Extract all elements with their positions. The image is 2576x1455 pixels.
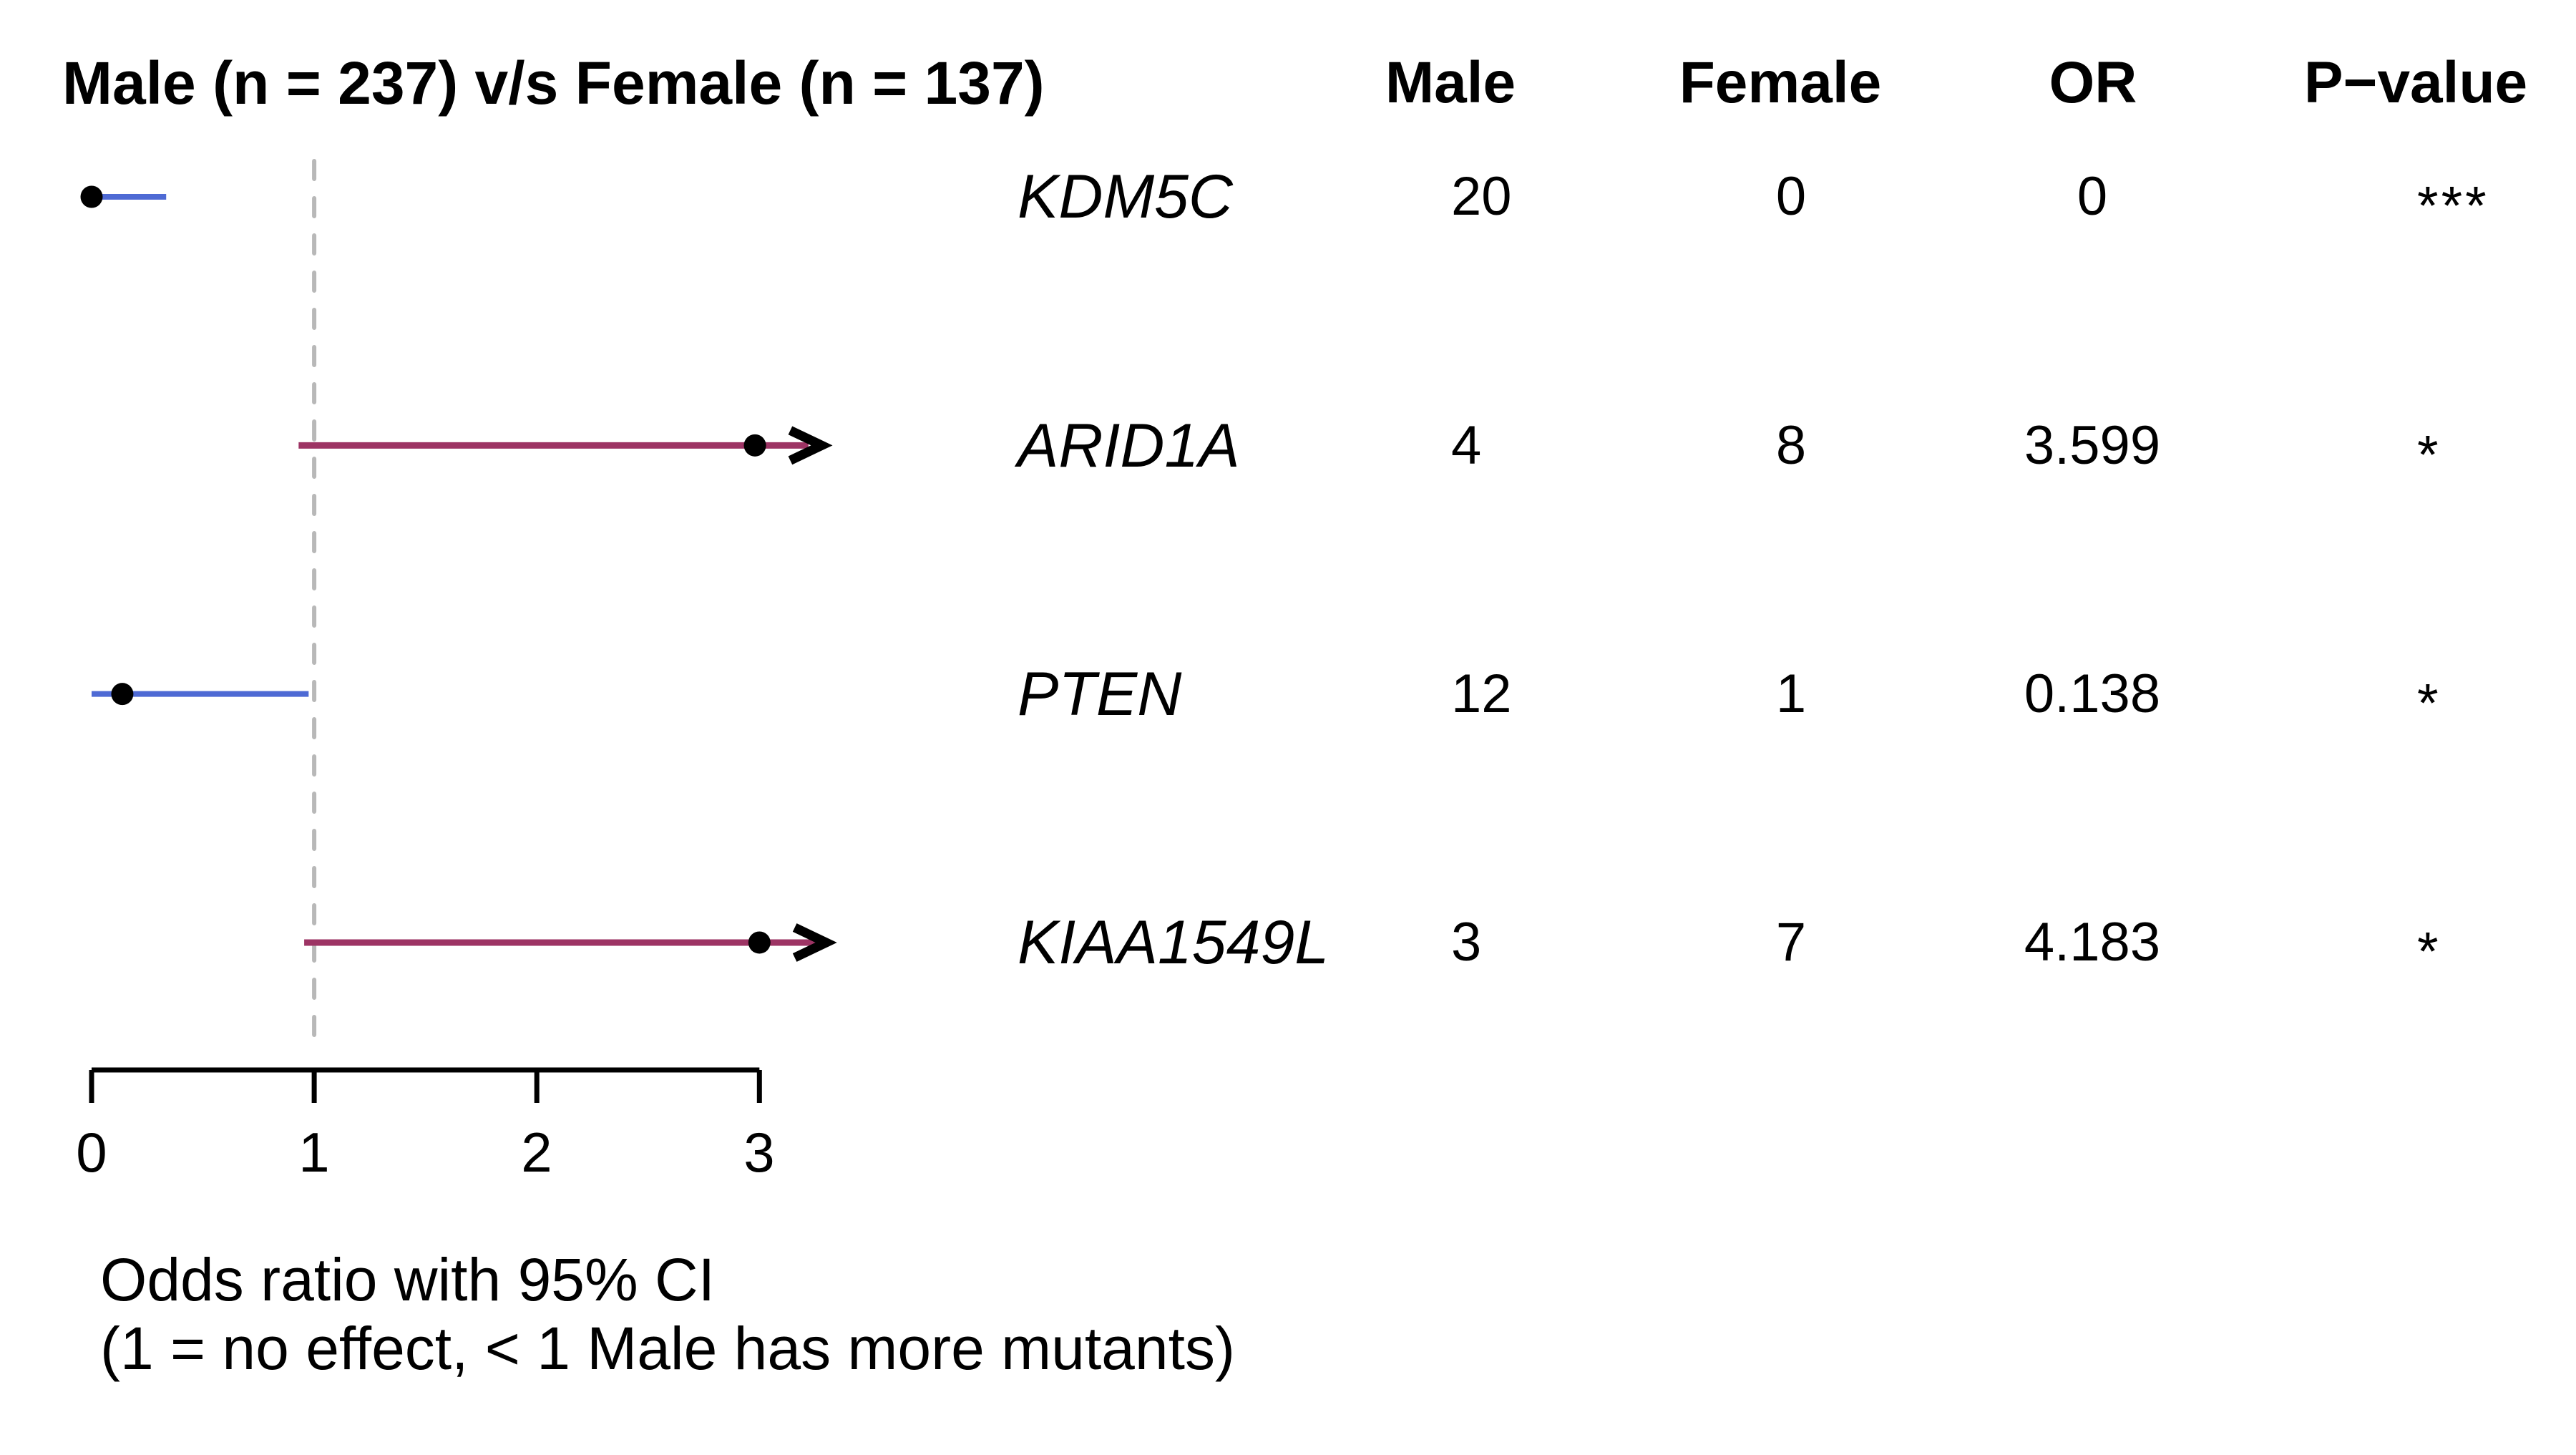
female-count: 7 bbox=[1775, 912, 1807, 973]
gene-label: KDM5C bbox=[1018, 162, 1234, 231]
column-header-male: Male bbox=[1385, 50, 1516, 115]
female-count: 1 bbox=[1775, 663, 1807, 724]
column-header-or: OR bbox=[2049, 50, 2137, 115]
x-axis-tick-label: 0 bbox=[76, 1121, 107, 1184]
figure-title: Male (n = 237) v/s Female (n = 137) bbox=[62, 49, 1045, 117]
x-axis-caption-line2: (1 = no effect, < 1 Male has more mutant… bbox=[100, 1315, 1235, 1382]
odds-ratio: 3.599 bbox=[2024, 415, 2161, 476]
x-axis-tick-label: 1 bbox=[298, 1121, 330, 1184]
column-header-female: Female bbox=[1679, 50, 1882, 115]
female-count: 8 bbox=[1775, 415, 1807, 476]
clamp-arrow-icon bbox=[792, 923, 837, 962]
female-count: 0 bbox=[1775, 166, 1807, 227]
male-count: 4 bbox=[1451, 415, 1482, 476]
odds-ratio: 0.138 bbox=[2024, 663, 2161, 724]
gene-label: ARID1A bbox=[1018, 412, 1240, 480]
clamp-arrow-icon bbox=[788, 426, 833, 465]
or-dot bbox=[748, 931, 771, 954]
p-significance: *** bbox=[2417, 175, 2489, 237]
or-dot bbox=[111, 683, 134, 706]
or-dot bbox=[743, 434, 766, 457]
gene-label: KIAA1549L bbox=[1018, 908, 1330, 977]
x-axis-tick-label: 3 bbox=[743, 1121, 775, 1184]
or-dot bbox=[80, 185, 103, 208]
male-count: 12 bbox=[1451, 663, 1512, 724]
gene-label: PTEN bbox=[1018, 660, 1182, 729]
male-count: 20 bbox=[1451, 166, 1512, 227]
p-significance: * bbox=[2417, 921, 2441, 983]
odds-ratio: 0 bbox=[2077, 166, 2108, 227]
odds-ratio: 4.183 bbox=[2024, 912, 2161, 973]
column-header-pvalue: P−value bbox=[2303, 50, 2528, 115]
male-count: 3 bbox=[1451, 912, 1482, 973]
p-significance: * bbox=[2417, 673, 2441, 734]
x-axis-tick-label: 2 bbox=[521, 1121, 552, 1184]
p-significance: * bbox=[2417, 424, 2441, 486]
x-axis-caption-line1: Odds ratio with 95% CI bbox=[100, 1246, 716, 1313]
